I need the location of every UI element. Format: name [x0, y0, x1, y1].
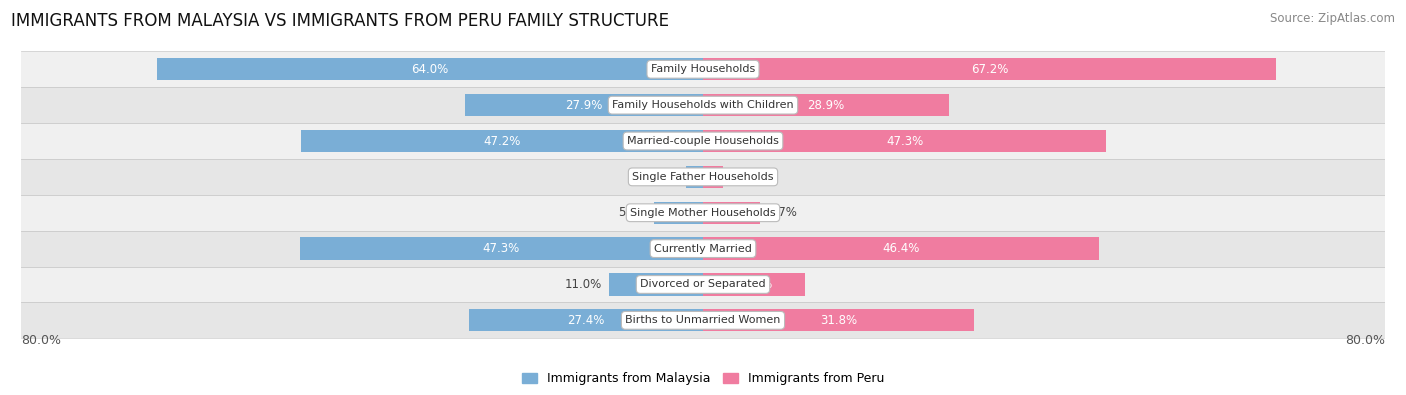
Text: 2.4%: 2.4% [730, 170, 761, 183]
Bar [21, 231, 1385, 267]
Text: Currently Married: Currently Married [654, 244, 752, 254]
Bar [21, 123, 1385, 159]
Text: 6.7%: 6.7% [766, 206, 797, 219]
Text: 47.2%: 47.2% [484, 135, 520, 147]
Bar [301, 130, 703, 152]
Text: 64.0%: 64.0% [412, 63, 449, 76]
Text: 28.9%: 28.9% [807, 99, 845, 112]
Text: 80.0%: 80.0% [1346, 333, 1385, 346]
Bar [299, 237, 703, 260]
Legend: Immigrants from Malaysia, Immigrants from Peru: Immigrants from Malaysia, Immigrants fro… [517, 367, 889, 390]
Text: 31.8%: 31.8% [820, 314, 858, 327]
Text: Married-couple Households: Married-couple Households [627, 136, 779, 146]
Text: 47.3%: 47.3% [482, 242, 520, 255]
Text: 5.7%: 5.7% [617, 206, 648, 219]
Bar [703, 94, 949, 116]
Text: 27.9%: 27.9% [565, 99, 603, 112]
Text: 27.4%: 27.4% [568, 314, 605, 327]
Bar [21, 159, 1385, 195]
Bar [703, 201, 761, 224]
Bar [703, 237, 1098, 260]
Bar [21, 303, 1385, 338]
Text: 67.2%: 67.2% [970, 63, 1008, 76]
Bar [609, 273, 703, 295]
Bar [470, 309, 703, 331]
Text: 12.0%: 12.0% [735, 278, 773, 291]
Bar [703, 166, 724, 188]
Text: Family Households with Children: Family Households with Children [612, 100, 794, 110]
Bar [703, 309, 974, 331]
Bar [21, 195, 1385, 231]
Bar [21, 267, 1385, 303]
Text: 2.0%: 2.0% [650, 170, 679, 183]
Text: Source: ZipAtlas.com: Source: ZipAtlas.com [1270, 12, 1395, 25]
Bar [703, 130, 1107, 152]
Bar [703, 273, 806, 295]
Text: IMMIGRANTS FROM MALAYSIA VS IMMIGRANTS FROM PERU FAMILY STRUCTURE: IMMIGRANTS FROM MALAYSIA VS IMMIGRANTS F… [11, 12, 669, 30]
Bar [21, 87, 1385, 123]
Text: 11.0%: 11.0% [565, 278, 602, 291]
Bar [703, 58, 1275, 81]
Text: 46.4%: 46.4% [882, 242, 920, 255]
Text: 80.0%: 80.0% [21, 333, 60, 346]
Text: Single Father Households: Single Father Households [633, 172, 773, 182]
Text: Single Mother Households: Single Mother Households [630, 208, 776, 218]
Bar [21, 51, 1385, 87]
Text: 47.3%: 47.3% [886, 135, 924, 147]
Text: Family Households: Family Households [651, 64, 755, 74]
Text: Births to Unmarried Women: Births to Unmarried Women [626, 315, 780, 325]
Bar [686, 166, 703, 188]
Bar [157, 58, 703, 81]
Bar [654, 201, 703, 224]
Text: Divorced or Separated: Divorced or Separated [640, 280, 766, 290]
Bar [465, 94, 703, 116]
